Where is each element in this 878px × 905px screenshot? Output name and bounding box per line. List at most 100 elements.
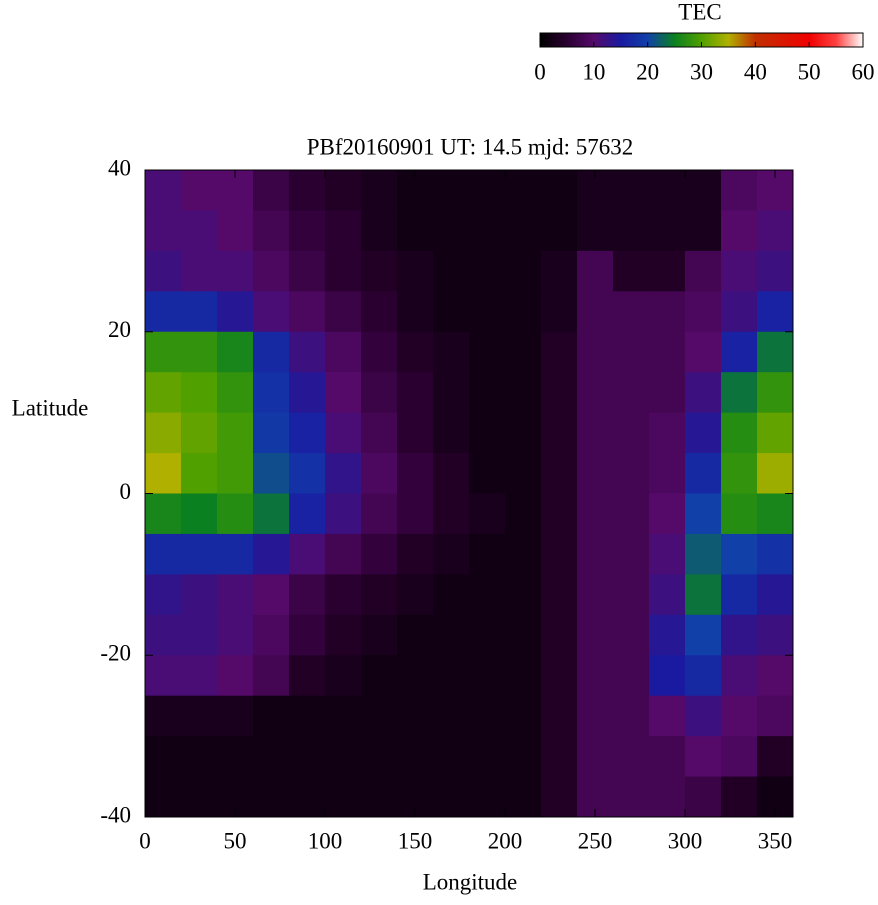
- heat-cell: [541, 412, 578, 454]
- heat-cell: [325, 331, 362, 373]
- x-tick-label: 300: [668, 828, 703, 853]
- heat-cell: [253, 331, 290, 373]
- heat-cell: [757, 453, 794, 494]
- heat-cell: [181, 291, 218, 333]
- heat-cell: [757, 695, 794, 737]
- heat-cell: [541, 493, 578, 535]
- heat-cell: [757, 372, 794, 414]
- heat-cell: [433, 250, 470, 292]
- heat-cell: [181, 736, 218, 778]
- heat-cell: [469, 695, 506, 737]
- heat-cell: [217, 210, 254, 252]
- heat-cell: [649, 574, 686, 616]
- heat-cell: [649, 372, 686, 414]
- heat-cell: [145, 574, 182, 616]
- heat-cell: [181, 453, 218, 494]
- heat-cell: [757, 533, 794, 575]
- heat-cell: [145, 170, 182, 211]
- heat-cell: [433, 372, 470, 414]
- heat-cell: [325, 250, 362, 292]
- heat-cell: [577, 210, 614, 252]
- heat-cell: [541, 614, 578, 656]
- heat-cell: [649, 210, 686, 252]
- heat-cell: [253, 695, 290, 737]
- heat-cell: [289, 250, 326, 292]
- heat-cell: [685, 291, 722, 333]
- heat-cell: [757, 291, 794, 333]
- heat-cell: [325, 493, 362, 535]
- heat-cell: [469, 614, 506, 656]
- heat-cell: [181, 614, 218, 656]
- x-tick-label: 200: [488, 828, 523, 853]
- colorbar-tick-label: 30: [690, 59, 713, 84]
- heat-cell: [397, 533, 434, 575]
- heat-cell: [325, 776, 362, 818]
- heat-cell: [469, 331, 506, 373]
- heat-cell: [685, 453, 722, 494]
- heat-cell: [505, 614, 542, 656]
- heat-cell: [361, 533, 398, 575]
- heat-cell: [145, 493, 182, 535]
- heat-cell: [649, 736, 686, 778]
- heat-cell: [253, 291, 290, 333]
- heat-cell: [397, 736, 434, 778]
- heat-cell: [289, 533, 326, 575]
- heat-cell: [577, 574, 614, 616]
- heat-cell: [361, 776, 398, 818]
- heat-cell: [757, 250, 794, 292]
- heat-cell: [145, 453, 182, 494]
- heat-cell: [433, 533, 470, 575]
- heat-cell: [685, 493, 722, 535]
- heat-cell: [325, 210, 362, 252]
- heat-cell: [577, 453, 614, 494]
- heat-cell: [181, 331, 218, 373]
- heat-cell: [469, 574, 506, 616]
- heat-cell: [721, 372, 758, 414]
- heat-cell: [505, 412, 542, 454]
- heat-cell: [433, 291, 470, 333]
- heat-cell: [469, 291, 506, 333]
- heat-cell: [721, 574, 758, 616]
- heat-cell: [361, 614, 398, 656]
- heat-cell: [541, 695, 578, 737]
- heat-cell: [217, 331, 254, 373]
- heat-cell: [289, 210, 326, 252]
- chart-title: PBf20160901 UT: 14.5 mjd: 57632: [307, 134, 634, 159]
- heat-cell: [505, 331, 542, 373]
- heat-cell: [721, 493, 758, 535]
- heat-cell: [397, 614, 434, 656]
- heat-cell: [181, 493, 218, 535]
- heat-cell: [217, 736, 254, 778]
- heat-cell: [181, 250, 218, 292]
- heat-cell: [613, 170, 650, 211]
- heat-cell: [577, 736, 614, 778]
- heat-cell: [289, 291, 326, 333]
- heat-cell: [613, 331, 650, 373]
- heat-cell: [613, 250, 650, 292]
- heat-cell: [721, 250, 758, 292]
- heat-cell: [505, 574, 542, 616]
- colorbar-tick-label: 0: [534, 59, 546, 84]
- heat-cell: [757, 412, 794, 454]
- heat-cell: [433, 170, 470, 211]
- x-axis-label: Longitude: [423, 869, 518, 894]
- heat-cell: [541, 776, 578, 818]
- heat-cell: [505, 533, 542, 575]
- heat-cell: [577, 250, 614, 292]
- heat-cell: [253, 453, 290, 494]
- heat-cell: [649, 170, 686, 211]
- heat-cell: [685, 776, 722, 818]
- heat-cell: [397, 655, 434, 697]
- colorbar-tick-label: 10: [582, 59, 605, 84]
- heat-cell: [469, 493, 506, 535]
- y-axis-label: Latitude: [12, 395, 89, 420]
- heat-cell: [613, 655, 650, 697]
- heat-cell: [433, 695, 470, 737]
- heat-cell: [181, 170, 218, 211]
- heat-cell: [397, 250, 434, 292]
- heat-cell: [361, 170, 398, 211]
- y-tick-label: 40: [108, 155, 131, 180]
- heat-cell: [685, 736, 722, 778]
- heat-cell: [721, 331, 758, 373]
- heat-cell: [253, 614, 290, 656]
